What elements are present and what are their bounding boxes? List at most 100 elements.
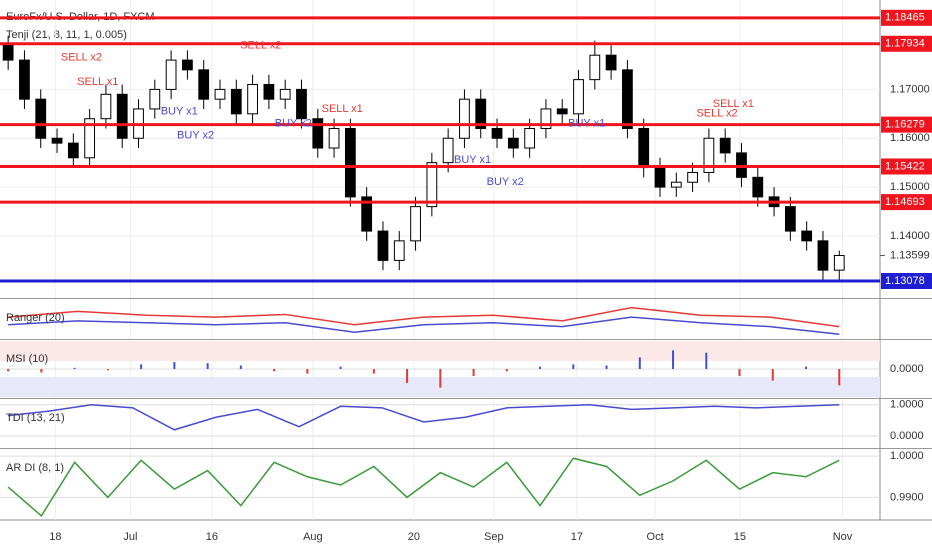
- candle-body: [182, 59, 193, 71]
- candle-body: [459, 98, 470, 139]
- candle-body: [670, 181, 682, 188]
- msi-bar: [439, 369, 442, 388]
- x-tick-label: 16: [206, 531, 218, 543]
- candle-body: [361, 196, 373, 232]
- ranger-upper: [8, 306, 840, 328]
- candle-body: [279, 88, 291, 100]
- msi-bar: [239, 365, 242, 369]
- level-label-box: [881, 35, 932, 52]
- candle-body: [589, 54, 601, 81]
- signal-label: SELL x2: [61, 52, 102, 64]
- x-tick-label: Sep: [484, 531, 504, 543]
- msi-bar: [372, 369, 375, 374]
- x-tick-label: Aug: [303, 531, 323, 543]
- x-tick-label: 17: [571, 531, 583, 543]
- x-tick-label: 18: [49, 531, 61, 543]
- msi-bar: [771, 369, 774, 381]
- candle-body: [833, 254, 845, 271]
- signal-label: SELL x1: [713, 98, 754, 110]
- signal-label: BUY x2: [487, 176, 524, 188]
- msi-bar: [7, 369, 10, 372]
- candle-body: [703, 137, 715, 173]
- candle-body: [654, 167, 666, 188]
- msi-bar: [40, 369, 43, 373]
- candle-body: [247, 84, 258, 115]
- level-label-box: [881, 194, 932, 211]
- x-tick-label: Jul: [123, 531, 137, 543]
- candle-body: [198, 69, 210, 100]
- candle-body: [100, 93, 112, 120]
- msi-bar: [206, 363, 209, 369]
- candle-body: [35, 98, 47, 139]
- panel-title: MSI (10): [6, 353, 48, 365]
- msi-bar: [705, 352, 708, 369]
- candle-body: [475, 98, 487, 129]
- msi-bar: [638, 357, 641, 369]
- candle-body: [328, 127, 340, 149]
- candle-body: [687, 171, 698, 183]
- candle-body: [67, 142, 79, 159]
- level-label: 1.13078: [885, 275, 925, 287]
- signal-label: BUY x1: [568, 118, 605, 130]
- candle-body: [573, 79, 584, 115]
- msi-bar: [106, 369, 109, 371]
- msi-bar: [738, 369, 741, 376]
- msi-bar: [838, 369, 841, 386]
- panel-title: AR DI (8, 1): [6, 462, 64, 474]
- candle-body: [410, 206, 421, 242]
- candle-body: [51, 137, 63, 144]
- candle-body: [263, 84, 275, 100]
- msi-bar: [805, 366, 808, 369]
- signal-label: SELL x1: [77, 76, 118, 88]
- candle-body: [719, 137, 731, 154]
- candle-body: [524, 127, 536, 149]
- x-tick-label: Nov: [833, 531, 853, 543]
- msi-bar: [505, 369, 508, 372]
- signal-label: BUY x1: [161, 105, 198, 117]
- msi-bar: [406, 369, 409, 383]
- msi-bar: [73, 367, 76, 369]
- y-tick-label: 0.9900: [890, 491, 924, 503]
- indicator-line: [7, 457, 840, 518]
- candle-body: [2, 44, 14, 61]
- msi-bar: [339, 366, 342, 369]
- candle-body: [442, 137, 454, 164]
- signal-label: SELL x1: [322, 103, 363, 115]
- candle-body: [19, 59, 30, 100]
- candle-body: [116, 93, 128, 139]
- level-label-box: [881, 272, 932, 289]
- candle-body: [296, 88, 307, 120]
- last-price-label: 1.13599: [890, 249, 930, 261]
- candle-body: [540, 108, 552, 129]
- candle-body: [491, 127, 503, 139]
- msi-bar: [472, 369, 475, 376]
- candle-body: [556, 108, 568, 115]
- candle-body: [84, 118, 96, 159]
- ranger-lower: [8, 316, 840, 335]
- y-tick-label: 0.0000: [890, 363, 924, 375]
- msi-bar: [273, 369, 276, 372]
- candle-body: [752, 176, 764, 198]
- level-label: 1.17934: [885, 38, 925, 50]
- level-label-box: [881, 158, 932, 175]
- indicator-name: Tenji (21, 8, 11, 1, 0.005): [6, 29, 127, 41]
- y-tick-label: 0.0000: [890, 430, 924, 442]
- y-tick-label: 1.14000: [890, 230, 930, 242]
- x-tick-label: 15: [734, 531, 746, 543]
- candle-body: [344, 127, 356, 198]
- y-tick-label: 1.0000: [890, 399, 924, 411]
- y-tick-label: 1.17000: [890, 83, 930, 95]
- candle-body: [817, 240, 829, 271]
- candle-body: [393, 240, 405, 261]
- level-label: 1.14693: [885, 196, 925, 208]
- panel-title: Ranger (20): [6, 312, 65, 324]
- y-tick-label: 1.16000: [890, 132, 930, 144]
- level-label-box: [881, 9, 932, 26]
- candle-body: [801, 230, 813, 242]
- msi-bar: [572, 364, 575, 369]
- candle-body: [784, 206, 796, 232]
- y-tick-label: 1.0000: [890, 450, 924, 462]
- msi-bar: [140, 364, 143, 369]
